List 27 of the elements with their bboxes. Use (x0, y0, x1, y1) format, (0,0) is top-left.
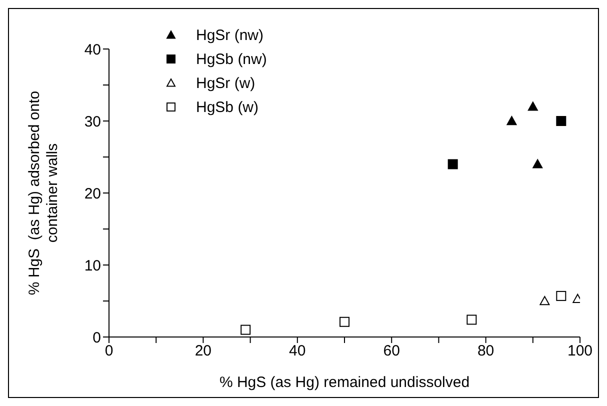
point (556, 290, 566, 301)
y-tick-label: 20 (84, 185, 101, 202)
legend-label: HgSr (nw) (196, 26, 264, 44)
point (556, 116, 566, 126)
point (540, 296, 550, 306)
y-tick-label: 30 (84, 113, 101, 130)
x-tick-label: 20 (194, 342, 212, 360)
y-tick-label: 0 (92, 329, 101, 346)
legend-label: HgSr (w) (196, 74, 256, 92)
x-tick-label: 80 (477, 342, 494, 360)
legend-label: HgSb (nw) (196, 50, 267, 68)
point (448, 159, 458, 170)
x-tick-label: 60 (383, 342, 400, 360)
y-axis-title: % HgS (as Hg) adsorbed onto container walls (26, 90, 61, 296)
y-tick-label: 40 (84, 41, 101, 58)
x-tick-label: 0 (104, 342, 114, 360)
point (240, 324, 251, 335)
point (532, 159, 543, 168)
legend-label: HgSb (w) (196, 98, 259, 116)
point (466, 314, 477, 325)
point (528, 102, 538, 111)
y-tick-label: 10 (84, 257, 101, 274)
point (340, 316, 350, 327)
x-tick-label: 100 (567, 342, 593, 360)
x-tick-label: 40 (289, 342, 306, 360)
x-axis-title: % HgS (as Hg) remained undissolved (219, 374, 470, 391)
point (506, 116, 517, 126)
